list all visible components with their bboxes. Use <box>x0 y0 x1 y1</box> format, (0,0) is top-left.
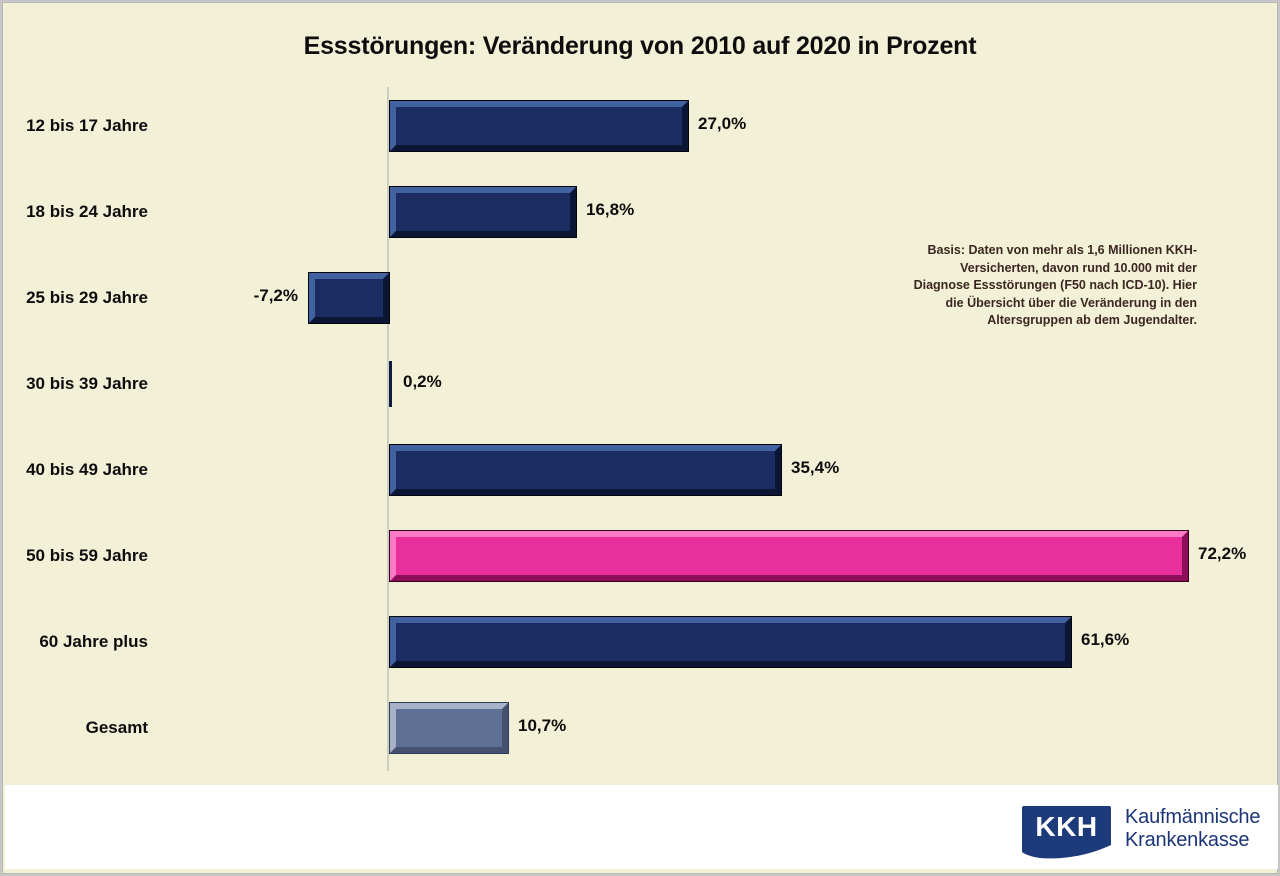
value-label: 35,4% <box>791 458 840 477</box>
value-label: 72,2% <box>1198 544 1247 563</box>
category-label: 50 bis 59 Jahre <box>26 546 148 565</box>
bar-segment <box>308 272 390 324</box>
value-label: 10,7% <box>518 716 567 735</box>
value-label: 16,8% <box>586 200 635 219</box>
bar-segment <box>389 702 509 754</box>
brand-line-2: Krankenkasse <box>1125 828 1250 851</box>
bar-segment <box>389 444 782 496</box>
footer-band: KKH Kaufmännische Krankenkasse <box>5 785 1278 869</box>
basis-annotation: Basis: Daten von mehr als 1,6 Millionen … <box>913 243 1197 327</box>
brand-line-1: Kaufmännische <box>1125 806 1261 828</box>
bar-segment <box>389 361 392 407</box>
category-label: 60 Jahre plus <box>39 632 148 651</box>
chart-title: Essstörungen: Veränderung von 2010 auf 2… <box>303 32 977 60</box>
bar-segment <box>389 186 577 238</box>
category-label: 40 bis 49 Jahre <box>26 460 148 479</box>
value-label: 27,0% <box>698 114 747 133</box>
kkh-logo-shape <box>1022 806 1111 859</box>
bar-segment <box>389 616 1072 668</box>
category-label: Gesamt <box>85 718 148 737</box>
brand-name: Kaufmännische Krankenkasse <box>1125 806 1260 851</box>
category-label: 18 bis 24 Jahre <box>26 202 148 221</box>
category-label: 25 bis 29 Jahre <box>26 288 148 307</box>
value-label: -7,2% <box>253 286 298 305</box>
bar-highlight <box>389 530 1189 582</box>
value-label: 0,2% <box>403 372 442 391</box>
category-label: 12 bis 17 Jahre <box>26 116 148 135</box>
value-label: 61,6% <box>1081 630 1130 649</box>
kkh-logo: KKH <box>1022 806 1111 860</box>
bar-segment <box>389 100 689 152</box>
kkh-logo-text: KKH <box>1035 811 1098 842</box>
zero-axis-line <box>387 87 389 771</box>
category-label: 30 bis 39 Jahre <box>26 374 148 393</box>
